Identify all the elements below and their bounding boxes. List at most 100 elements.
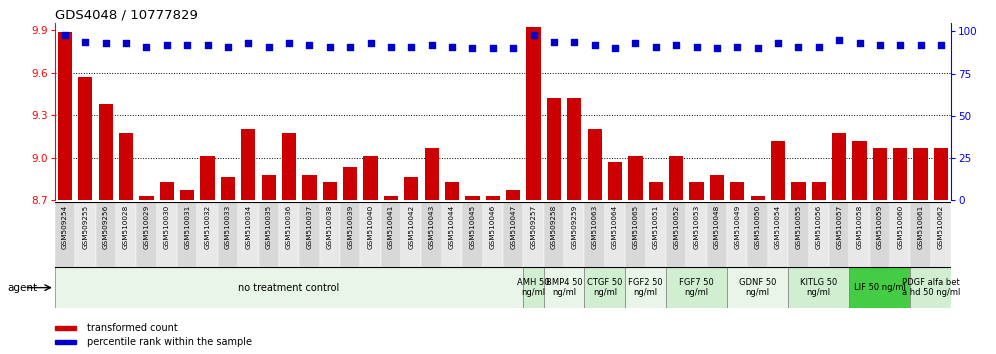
Bar [809,202,829,267]
Bar [689,182,703,200]
Bar [730,182,744,200]
Bar [159,182,174,200]
Point [892,42,908,48]
Bar [462,202,483,267]
Point [261,44,277,50]
Text: GSM510043: GSM510043 [428,205,434,249]
Text: GSM510048: GSM510048 [714,205,720,249]
Text: GSM510038: GSM510038 [327,205,333,249]
Bar [401,202,421,267]
Bar [119,133,133,200]
Bar [910,267,951,308]
Text: GSM510058: GSM510058 [857,205,863,249]
Text: GSM510051: GSM510051 [652,205,658,249]
Point [872,42,887,48]
Text: GDNF 50
ng/ml: GDNF 50 ng/ml [739,278,776,297]
Bar [648,182,663,200]
Point [546,39,562,44]
Point [832,37,848,43]
Point [526,32,542,38]
Bar [544,267,585,308]
Point [750,45,766,51]
Text: KITLG 50
ng/ml: KITLG 50 ng/ml [800,278,838,297]
Text: GSM510035: GSM510035 [266,205,272,249]
Text: no treatment control: no treatment control [238,282,340,293]
Point [302,42,318,48]
Bar [364,156,377,200]
Point [811,44,827,50]
Point [505,45,521,51]
Text: GSM510033: GSM510033 [225,205,231,249]
Point [403,44,419,50]
Text: LIF 50 ng/ml: LIF 50 ng/ml [854,283,905,292]
Text: FGF2 50
ng/ml: FGF2 50 ng/ml [628,278,663,297]
Bar [829,202,850,267]
Point [179,42,195,48]
Bar [870,202,890,267]
Bar [605,202,625,267]
Bar [853,141,867,200]
Bar [156,202,177,267]
Text: GSM510057: GSM510057 [836,205,843,249]
Point [464,45,480,51]
Bar [483,202,503,267]
Bar [527,27,541,200]
Bar [628,156,642,200]
Point [322,44,338,50]
Text: GSM509259: GSM509259 [572,205,578,249]
Bar [139,196,153,200]
Point [363,40,378,46]
Point [729,44,745,50]
Point [98,40,114,46]
Text: GSM510061: GSM510061 [917,205,923,249]
Point [709,45,725,51]
Text: GSM510053: GSM510053 [693,205,699,249]
Text: GSM510050: GSM510050 [755,205,761,249]
Bar [934,148,948,200]
Text: GSM510036: GSM510036 [286,205,292,249]
Bar [99,104,113,200]
Text: GSM510039: GSM510039 [348,205,354,249]
Text: GSM510059: GSM510059 [876,205,882,249]
Text: GSM510034: GSM510034 [245,205,251,249]
Text: GSM510062: GSM510062 [938,205,944,249]
Point [608,45,623,51]
Bar [625,267,666,308]
Bar [544,202,564,267]
Bar [707,202,727,267]
Bar [221,177,235,200]
Bar [625,202,645,267]
Bar [585,202,605,267]
Text: GSM510028: GSM510028 [124,205,129,249]
Point [912,42,928,48]
Text: percentile rank within the sample: percentile rank within the sample [88,337,253,347]
Text: GSM510029: GSM510029 [143,205,149,249]
Text: GSM510031: GSM510031 [184,205,190,249]
Text: GSM510065: GSM510065 [632,205,638,249]
Bar [686,202,707,267]
Bar [666,267,727,308]
Bar [442,202,462,267]
Text: GDS4048 / 10777829: GDS4048 / 10777829 [55,9,197,22]
Bar [404,177,418,200]
Bar [200,156,215,200]
Point [444,44,460,50]
Bar [79,77,93,200]
Bar [751,196,765,200]
Text: transformed count: transformed count [88,323,178,333]
Text: GSM510064: GSM510064 [612,205,619,249]
Bar [279,202,299,267]
Text: GSM510055: GSM510055 [796,205,802,249]
Text: GSM510030: GSM510030 [163,205,170,249]
Point [647,44,663,50]
Text: GSM509256: GSM509256 [103,205,109,249]
Bar [424,148,439,200]
Bar [585,267,625,308]
Point [138,44,154,50]
Bar [523,267,544,308]
Bar [116,202,136,267]
Bar [343,167,358,200]
Point [668,42,684,48]
Bar [523,202,544,267]
Bar [465,196,479,200]
